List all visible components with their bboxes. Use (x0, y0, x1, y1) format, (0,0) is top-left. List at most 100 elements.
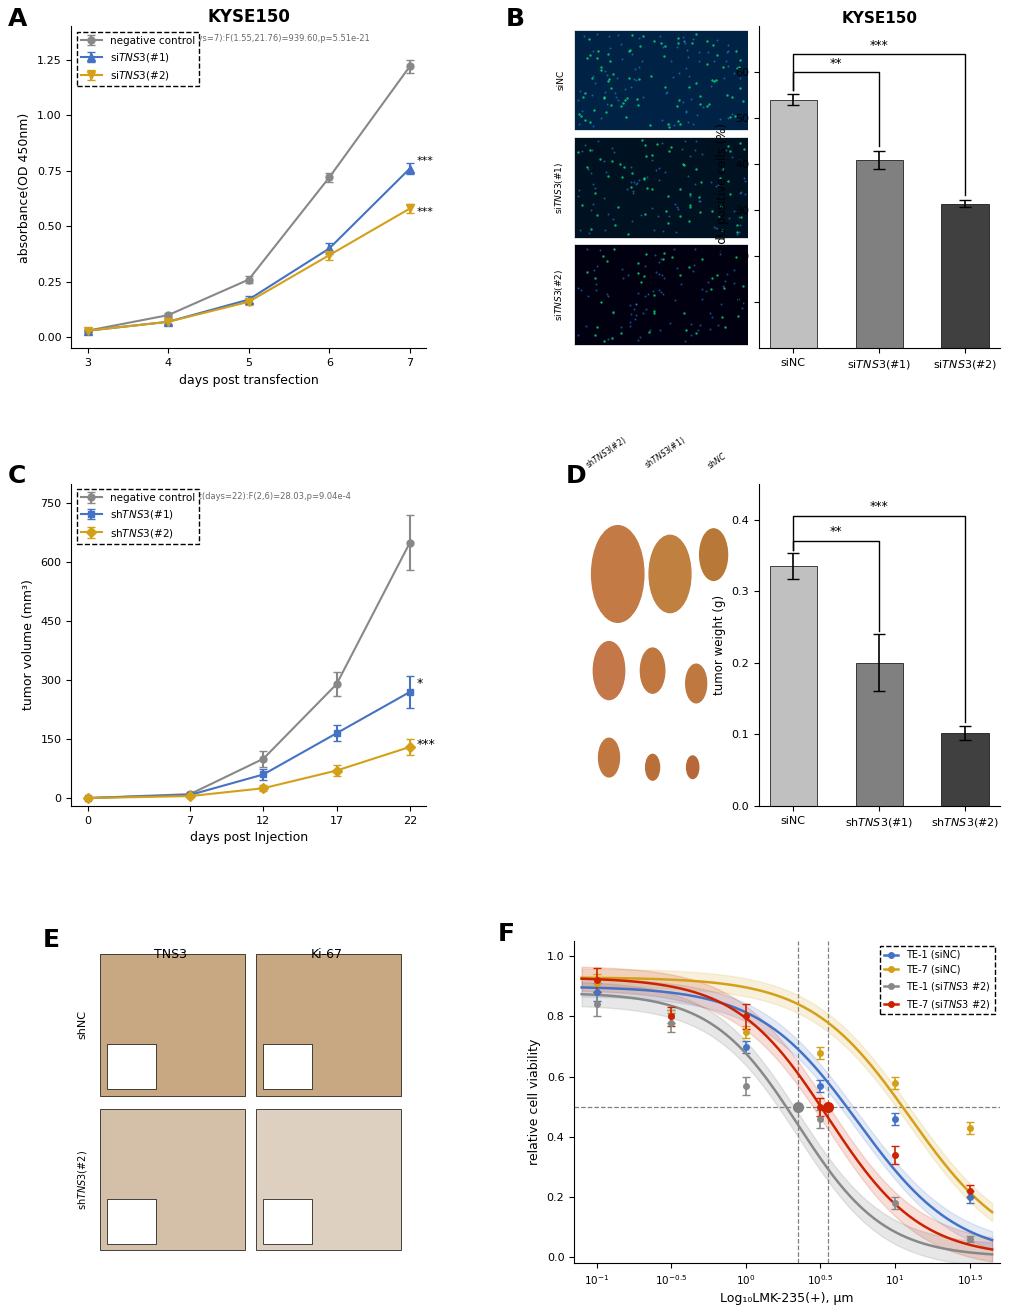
Point (711, 109, 728, 130)
Point (671, 265, 687, 286)
Point (581, 222, 597, 243)
Point (665, 290, 682, 311)
Point (598, 64, 614, 86)
Point (634, 303, 650, 324)
Point (717, 50, 734, 71)
Point (634, 130, 650, 151)
Circle shape (645, 754, 659, 780)
Point (613, 267, 630, 288)
Point (718, 84, 735, 105)
Point (677, 33, 693, 54)
Point (671, 178, 687, 199)
Point (605, 141, 622, 162)
Point (671, 62, 687, 83)
Point (676, 303, 692, 324)
Point (612, 322, 629, 343)
Point (587, 178, 603, 199)
Point (631, 170, 647, 191)
Point (609, 196, 626, 217)
Circle shape (648, 536, 690, 613)
Bar (941, 204, 987, 349)
Point (586, 267, 602, 288)
Point (644, 150, 660, 171)
Point (615, 78, 632, 99)
Point (698, 96, 714, 117)
Point (680, 76, 696, 97)
Point (645, 220, 661, 241)
Point (664, 67, 681, 88)
Point (631, 57, 647, 78)
Point (729, 215, 745, 236)
Bar (769, 100, 816, 349)
Point (712, 196, 729, 217)
Point (709, 315, 726, 336)
Y-axis label: absorbance(OD 450nm): absorbance(OD 450nm) (18, 112, 32, 262)
Point (721, 107, 738, 128)
Point (632, 271, 648, 292)
Point (719, 41, 736, 62)
Point (657, 83, 674, 104)
Point (690, 41, 706, 62)
Point (646, 300, 662, 321)
FancyBboxPatch shape (574, 137, 748, 238)
Point (588, 47, 604, 68)
Point (596, 82, 612, 103)
Point (613, 49, 630, 70)
Point (726, 200, 742, 221)
Point (645, 286, 661, 307)
Point (626, 68, 642, 89)
Point (604, 303, 621, 324)
Point (638, 166, 654, 187)
Point (707, 175, 723, 196)
Legend: negative control, sh$TNS3$(#1), sh$TNS3$(#2): negative control, sh$TNS3$(#1), sh$TNS3$… (76, 490, 199, 544)
Point (697, 280, 713, 301)
Point (713, 307, 730, 328)
Point (583, 218, 599, 240)
Text: ***: *** (416, 157, 433, 166)
Point (615, 157, 632, 178)
Point (700, 93, 716, 114)
Point (711, 168, 728, 190)
Text: ***: *** (416, 208, 433, 217)
Point (599, 286, 615, 307)
Text: D: D (565, 465, 586, 488)
Point (572, 80, 588, 101)
Point (650, 170, 666, 191)
Point (730, 222, 746, 243)
Point (655, 45, 672, 66)
Point (605, 238, 622, 259)
Point (606, 83, 623, 104)
Point (621, 39, 637, 61)
Point (625, 182, 641, 203)
Point (637, 136, 653, 157)
Point (672, 113, 688, 134)
Point (587, 274, 603, 295)
Point (656, 162, 673, 183)
Point (588, 279, 604, 300)
Point (620, 67, 636, 88)
Point (594, 245, 610, 266)
Point (582, 162, 598, 183)
Point (609, 89, 626, 111)
Point (612, 34, 629, 55)
Point (573, 105, 589, 126)
Point (599, 204, 615, 225)
Point (693, 279, 709, 300)
Point (639, 283, 655, 304)
Point (572, 220, 588, 241)
Point (677, 318, 693, 340)
Legend: TE-1 (siNC), TE-7 (siNC), TE-1 (si$TNS3$ #2), TE-7 (si$TNS3$ #2): TE-1 (siNC), TE-7 (siNC), TE-1 (si$TNS3$… (879, 946, 994, 1015)
Point (592, 57, 608, 78)
Point (730, 207, 746, 228)
Point (652, 282, 668, 303)
Point (598, 284, 614, 305)
Point (728, 41, 744, 62)
Circle shape (685, 665, 706, 703)
Title: KYSE150: KYSE150 (207, 8, 289, 26)
Text: *: * (417, 676, 423, 690)
Point (662, 137, 679, 158)
Point (702, 75, 718, 96)
Point (680, 47, 696, 68)
Point (704, 34, 720, 55)
Point (681, 211, 697, 232)
